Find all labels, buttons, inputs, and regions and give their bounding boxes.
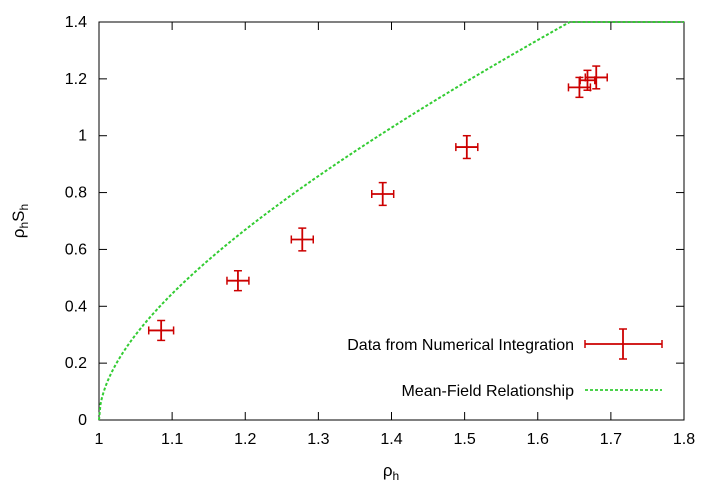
y-tick-labels: 0 0.2 0.4 0.6 0.8 1 1.2 1.4 <box>65 14 87 429</box>
x-tick-label: 1.1 <box>161 431 183 448</box>
x-tick-label: 1.6 <box>527 431 549 448</box>
legend-swatch-data <box>584 328 663 360</box>
data-point-0 <box>147 319 175 342</box>
axis-ticks <box>98 21 685 421</box>
y-tick-label: 1 <box>78 128 87 145</box>
y-axis-title: ρhSh <box>9 204 31 238</box>
x-tick-labels: 1 1.1 1.2 1.3 1.4 1.5 1.6 1.7 1.8 <box>95 431 696 448</box>
curve-layer <box>98 21 684 421</box>
x-tick-label: 1 <box>95 431 104 448</box>
data-point-3 <box>371 181 395 207</box>
x-tick-label: 1.3 <box>307 431 329 448</box>
y-tick-label: 0.8 <box>65 185 87 202</box>
y-tick-label: 1.2 <box>65 71 87 88</box>
y-tick-label: 0 <box>78 412 87 429</box>
x-axis-subscript: h <box>392 469 399 483</box>
x-tick-label: 1.7 <box>600 431 622 448</box>
x-tick-label: 1.8 <box>673 431 695 448</box>
legend-label-mean-field: Mean-Field Relationship <box>401 383 574 400</box>
data-point-6 <box>579 69 596 91</box>
y-tick-label: 1.4 <box>65 14 87 31</box>
y-tick-label: 0.4 <box>65 298 87 315</box>
x-tick-label: 1.4 <box>380 431 402 448</box>
y-tick-label: 0.2 <box>65 355 87 372</box>
legend-label-data: Data from Numerical Integration <box>347 337 574 354</box>
data-point-7 <box>584 65 608 90</box>
x-tick-label: 1.2 <box>234 431 256 448</box>
data-point-1 <box>226 270 250 292</box>
data-point-4 <box>455 134 479 160</box>
x-axis-title: ρh <box>383 461 399 483</box>
mean-field-curve <box>98 21 684 421</box>
y-tick-label: 0.6 <box>65 241 87 258</box>
points-layer <box>147 65 608 342</box>
data-point-legend <box>584 328 663 360</box>
x-tick-label: 1.5 <box>454 431 476 448</box>
legend: Data from Numerical Integration Mean-Fie… <box>347 328 663 400</box>
data-point-2 <box>290 227 315 252</box>
